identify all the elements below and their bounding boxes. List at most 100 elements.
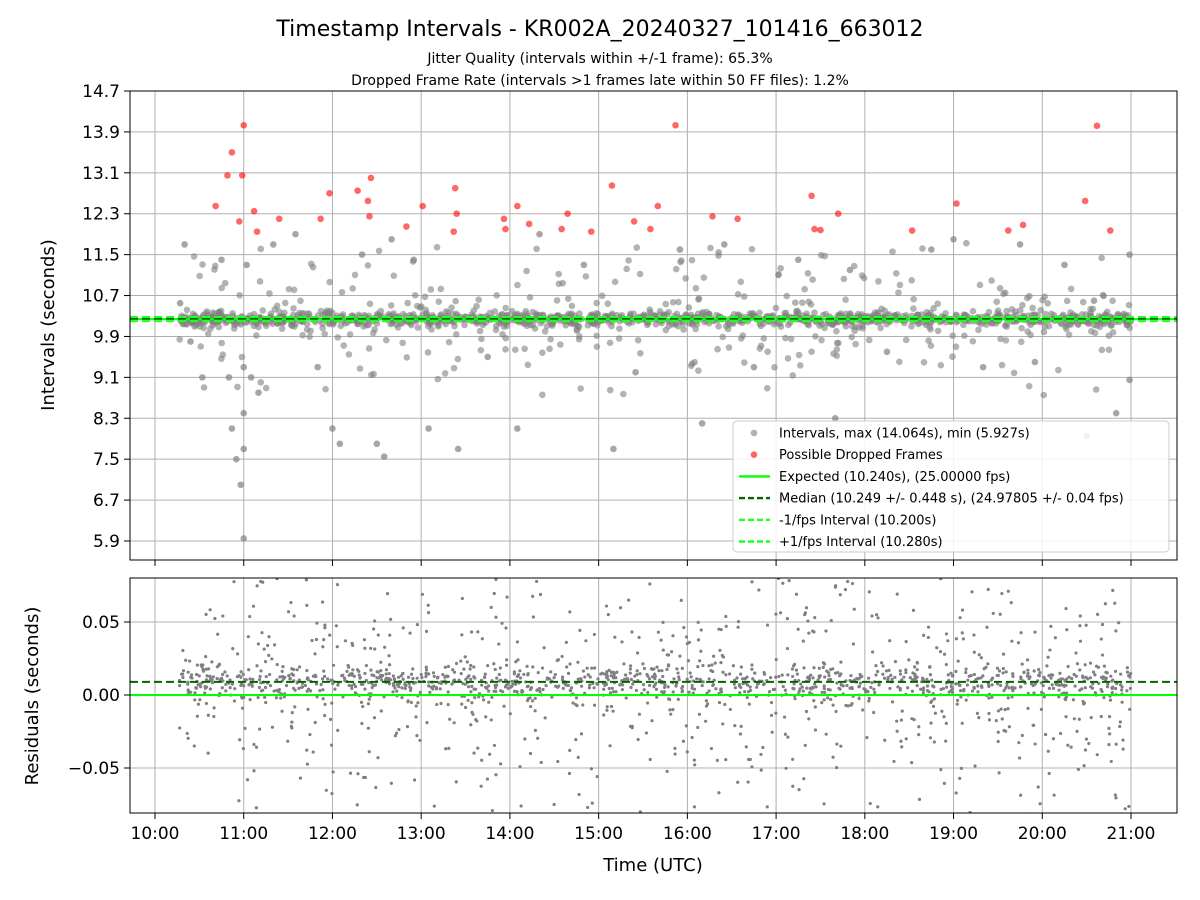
residual-point (680, 666, 684, 671)
residual-point (629, 677, 633, 682)
residual-point (466, 698, 470, 702)
residual-point (750, 663, 754, 667)
residual-point (738, 691, 742, 695)
residual-point (561, 686, 565, 690)
interval-point (633, 244, 641, 251)
residual-point (899, 739, 903, 743)
residual-point (900, 745, 904, 749)
residual-point (649, 667, 654, 671)
residual-point (391, 674, 395, 678)
residual-point (579, 684, 584, 688)
residual-point (334, 624, 338, 628)
residual-point (288, 676, 292, 680)
residual-point (544, 683, 548, 688)
residual-point (330, 792, 334, 796)
residual-point (255, 584, 259, 588)
residual-point (779, 611, 783, 615)
residual-point (519, 804, 523, 808)
residual-point (1114, 629, 1118, 633)
residual-point (289, 600, 293, 605)
residual-point (874, 664, 878, 668)
residual-point (976, 684, 980, 688)
residual-point (895, 719, 899, 723)
interval-point (329, 425, 336, 432)
residual-point (401, 626, 405, 630)
residual-point (959, 695, 963, 699)
interval-point (1025, 382, 1033, 390)
interval-point (671, 321, 679, 328)
interval-point (325, 309, 333, 316)
residual-point (858, 681, 863, 685)
residual-point (525, 664, 529, 668)
residual-point (300, 685, 305, 689)
residual-point (401, 677, 405, 681)
residual-point (990, 683, 994, 687)
residual-point (595, 681, 599, 686)
residual-point (178, 726, 182, 730)
residual-point (251, 604, 256, 608)
residual-point (355, 803, 359, 807)
residual-point (208, 687, 212, 691)
residual-point (245, 778, 250, 782)
intervals-y-tick-label: 11.5 (82, 246, 120, 266)
residual-point (343, 639, 348, 643)
interval-point (444, 309, 452, 316)
residual-point (326, 677, 330, 681)
residual-point (262, 647, 266, 651)
residual-point (705, 691, 709, 695)
interval-point (949, 353, 956, 360)
interval-point (714, 345, 721, 353)
residual-point (231, 647, 235, 651)
residual-point (728, 672, 732, 676)
residual-point (592, 703, 597, 707)
residual-point (771, 687, 775, 692)
interval-point (1112, 409, 1120, 417)
interval-point (240, 445, 248, 453)
residuals-x-tick-label: 16:00 (663, 824, 712, 844)
residual-point (1050, 673, 1055, 677)
residual-point (451, 668, 455, 672)
residual-point (446, 674, 450, 679)
residual-point (697, 712, 702, 716)
dropped-frame-point (709, 212, 716, 220)
dropped-frame-point (587, 228, 595, 235)
residual-point (1125, 689, 1129, 693)
residual-point (280, 709, 284, 713)
residual-point (861, 708, 865, 712)
residual-point (932, 697, 936, 701)
residual-point (946, 639, 950, 643)
residual-point (743, 677, 747, 681)
residual-point (661, 674, 665, 679)
residual-point (586, 673, 590, 677)
interval-point (1100, 292, 1108, 300)
interval-point (757, 322, 765, 330)
residual-point (822, 687, 826, 691)
interval-point (1074, 321, 1082, 328)
interval-point (740, 359, 748, 366)
residual-point (373, 647, 377, 651)
residual-point (718, 648, 722, 652)
residual-point (192, 744, 196, 748)
residual-point (814, 685, 818, 689)
residual-point (1083, 663, 1087, 667)
residual-point (384, 668, 389, 672)
interval-point (225, 374, 233, 381)
residual-point (823, 690, 827, 695)
residual-point (1032, 691, 1036, 695)
interval-point (760, 335, 768, 342)
interval-point (1002, 337, 1010, 344)
residual-point (1006, 589, 1010, 593)
residual-point (805, 686, 809, 690)
residual-point (746, 780, 750, 784)
residual-point (367, 750, 371, 754)
interval-point (983, 321, 990, 328)
residual-point (383, 645, 387, 649)
residual-point (700, 683, 704, 688)
residual-point (248, 677, 252, 681)
residual-point (305, 748, 309, 752)
interval-point (493, 292, 500, 299)
interval-point (652, 320, 660, 328)
residual-point (1093, 673, 1097, 677)
residual-point (959, 766, 964, 771)
interval-point (637, 349, 644, 357)
